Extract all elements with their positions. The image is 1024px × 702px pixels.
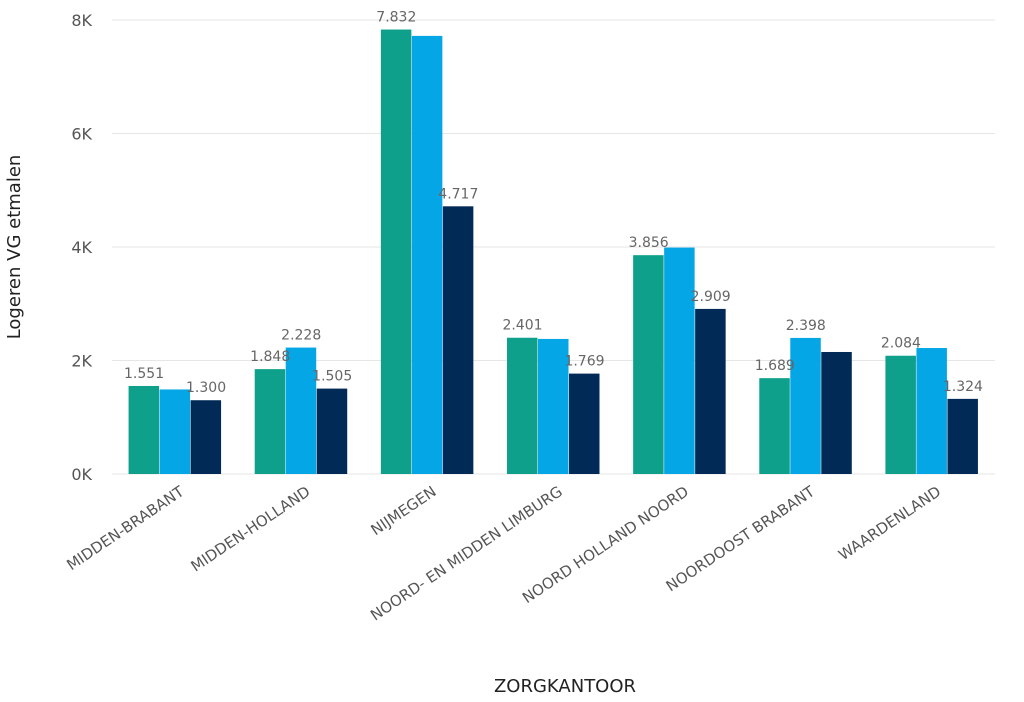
bar-1-0	[254, 369, 286, 474]
bar-0-0	[128, 385, 160, 474]
data-label: 7.832	[376, 10, 416, 26]
bar-3-0	[507, 337, 538, 474]
bar-4-0	[633, 255, 664, 474]
bar-1-1	[285, 347, 317, 474]
bar-5-2	[821, 351, 852, 474]
data-label: 2.084	[881, 336, 921, 352]
data-label: 2.909	[691, 289, 731, 305]
data-label: 1.551	[124, 366, 164, 382]
bar-0-2	[190, 400, 222, 474]
x-axis-categories: MIDDEN-BRABANT MIDDEN-HOLLAND NIJMEGENNOOR…	[63, 482, 944, 625]
bar-0-1	[159, 389, 191, 474]
x-category-label: MIDDEN-BRABANT	[63, 482, 188, 574]
bars	[128, 29, 978, 475]
x-category-label: WAARDENLAND	[835, 482, 944, 564]
data-label: 1.848	[250, 349, 290, 365]
data-labels: 1.551 1.300 1.848 2.228 1.505 7.832 4.717 2.401…	[124, 10, 983, 397]
bar-6-1	[916, 348, 947, 474]
bar-4-2	[695, 308, 726, 474]
y-tick-label: 4K	[71, 238, 92, 257]
y-tick-label: 6K	[71, 125, 92, 144]
bar-6-2	[947, 398, 978, 474]
y-axis-title: Logeren VG etmalen	[4, 155, 25, 340]
y-tick-label: 2K	[71, 352, 92, 371]
bar-1-2	[316, 388, 348, 474]
data-label: 1.769	[564, 354, 604, 370]
x-axis-title: ZORGKANTOOR	[494, 676, 636, 697]
bar-5-1	[790, 337, 821, 474]
data-label: 2.398	[786, 318, 826, 334]
data-label: 1.324	[943, 379, 983, 395]
x-category-label: NIJMEGEN	[368, 482, 440, 539]
data-label: 3.856	[629, 235, 669, 251]
y-tick-label: 0K	[71, 465, 92, 484]
y-axis-ticks: 0K 2K 4K 6K 8K	[71, 11, 92, 484]
y-tick-label: 8K	[71, 11, 92, 30]
data-label: 1.505	[312, 369, 352, 385]
data-label: 1.689	[755, 358, 795, 374]
data-label: 4.717	[438, 186, 478, 202]
x-category-label: MIDDEN-HOLLAND	[188, 482, 314, 575]
bar-4-1	[664, 247, 695, 474]
bar-5-0	[759, 378, 790, 474]
data-label: 2.228	[281, 328, 321, 344]
bar-2-2	[442, 206, 474, 475]
bar-2-1	[411, 35, 443, 474]
bar-3-1	[538, 338, 569, 474]
bar-3-2	[569, 373, 600, 474]
data-label: 2.401	[502, 318, 542, 334]
bar-2-0	[380, 29, 412, 475]
bar-6-0	[885, 355, 916, 474]
data-label: 1.300	[186, 380, 226, 396]
